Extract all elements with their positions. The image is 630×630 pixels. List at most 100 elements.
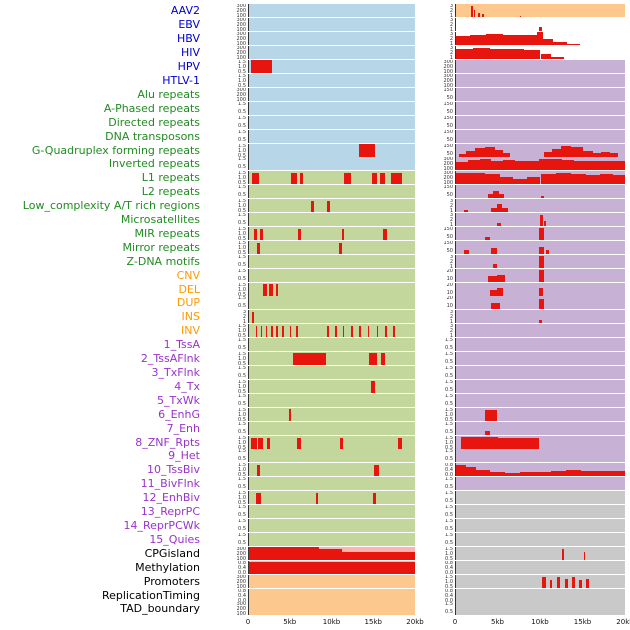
track-row: Z-DNA motifs 1.5 0.5 3 2 1 [0,254,630,268]
track-label: AAV2 [170,4,200,18]
signal-bar [499,177,514,185]
y-tick-label: 3 [449,324,453,330]
track-panel-left [248,171,415,185]
track-panel-right [455,282,625,296]
signal-bar [581,470,597,477]
y-axis-ticks-left: 1.5 0.5 [205,269,248,282]
y-axis-ticks-left: 1.5 1.0 0.5 [205,171,248,184]
y-axis-ticks-right: 150 50 [415,227,455,240]
signal-bar [498,437,539,449]
signal-bar [290,172,298,185]
signal-bar [488,194,494,199]
y-tick-label: 0.5 [238,192,246,199]
y-axis-ticks-right: 300 200 100 [415,171,455,184]
signal-bar [276,326,279,338]
track-panel-left [248,185,415,199]
signal-bar [493,263,498,268]
signal-bar [456,48,473,60]
y-tick-label: 0.5 [238,180,246,185]
y-axis-ticks-left: 1.5 0.5 [205,185,248,198]
signal-bar [571,577,575,588]
y-tick-label: 200 [236,36,246,43]
y-tick-label: 1.5 [445,505,453,511]
y-tick-label: 200 [236,91,246,98]
signal-bar [538,228,544,240]
signal-bar [385,326,387,338]
signal-bar [538,256,544,268]
signal-bar [343,172,352,185]
track-panel-right [455,101,625,115]
track-row: L1 repeats 1.5 1.0 0.5 300 200 100 [0,171,630,185]
y-axis-ticks-right: 1.5 0.5 [415,338,455,351]
y-tick-label: 0.5 [238,388,246,393]
track-label: 9_Het [168,449,200,463]
track-row: 9_Het 1.5 0.5 1.5 0.5 [0,449,630,463]
track-panel-right [455,407,625,421]
y-axis-ticks-left: 1.5 1.0 0.5 [205,463,248,476]
track-row: DEL 1.5 1.0 0.5 20 10 [0,282,630,296]
y-axis-ticks-left: 1.5 0.5 [205,505,248,518]
signal-bar [459,153,467,157]
track-panel-right [455,115,625,129]
track-panel-left [248,338,415,352]
x-tick-label: 5kb [283,617,297,626]
y-tick-label: 0.5 [238,235,246,240]
track-panel-left [248,87,415,101]
track-label: 7_Enh [166,421,200,435]
signal-bar [259,228,263,240]
track-rows: AAV2 300 200 100 3 2 1 EBV 300 200 100 3 2 1 HBV 300 200… [0,4,630,616]
y-tick-label: 50 [446,136,453,143]
track-panel-right [455,574,625,588]
y-axis-ticks-right: 1.5 0.5 [415,602,455,615]
y-axis-ticks-left: 1.5 0.5 [205,116,248,129]
track-label: Promoters [143,574,200,588]
y-tick-label: 1.5 [445,393,453,399]
signal-bar [538,287,544,296]
signal-bar [484,173,500,185]
y-tick-label: 1.5 [238,366,246,372]
y-tick-label: 0.5 [445,386,453,393]
y-tick-label: 50 [446,233,453,240]
signal-bar [526,160,539,171]
y-tick-label: 1.5 [238,435,246,441]
signal-bar [496,274,505,282]
y-tick-label: 1.5 [238,282,246,288]
track-row: HPV 1.5 1.0 0.5 300 200 100 [0,60,630,74]
track-row: 8_ZNF_Rpts 1.5 1.0 0.5 1.5 1.0 0.5 [0,435,630,449]
y-tick-label: 0.5 [238,164,246,171]
track-panel-right [455,435,625,449]
y-axis-ticks-left: 300 200 100 [205,602,248,615]
y-tick-label: 0.4 [445,592,453,599]
y-axis-ticks-left: 1.5 0.5 [205,157,248,170]
signal-bar [476,469,490,477]
track-panel-right [455,296,625,310]
y-tick-label: 0.5 [238,428,246,435]
track-row: Directed repeats 1.5 0.5 150 50 [0,115,630,129]
y-tick-label: 200 [443,77,453,84]
track-panel-left [248,421,415,435]
signal-bar [340,437,344,449]
y-tick-label: 1.0 [238,203,246,210]
track-panel-left [248,352,415,366]
y-tick-label: 0.4 [238,564,246,571]
track-panel-right [455,505,625,519]
track-panel-left [248,143,415,157]
y-tick-label: 0.5 [238,444,246,449]
track-label: DNA transposons [105,129,200,143]
y-tick-label: 1 [449,55,453,60]
signal-bar [472,48,490,60]
signal-bar [477,12,480,18]
y-tick-label: 0.5 [238,261,246,268]
y-tick-label: 3 [449,199,453,205]
y-tick-label: 3 [449,46,453,52]
y-tick-label: 150 [443,143,453,149]
track-panel-right [455,602,625,616]
y-tick-label: 50 [446,150,453,157]
y-tick-label: 0.0 [238,597,246,602]
signal-bar [265,326,268,338]
y-tick-label: 0.5 [238,69,246,74]
y-axis-ticks-left: 1.5 1.0 0.5 [205,324,248,337]
track-panel-right [455,213,625,227]
track-panel-right [455,143,625,157]
